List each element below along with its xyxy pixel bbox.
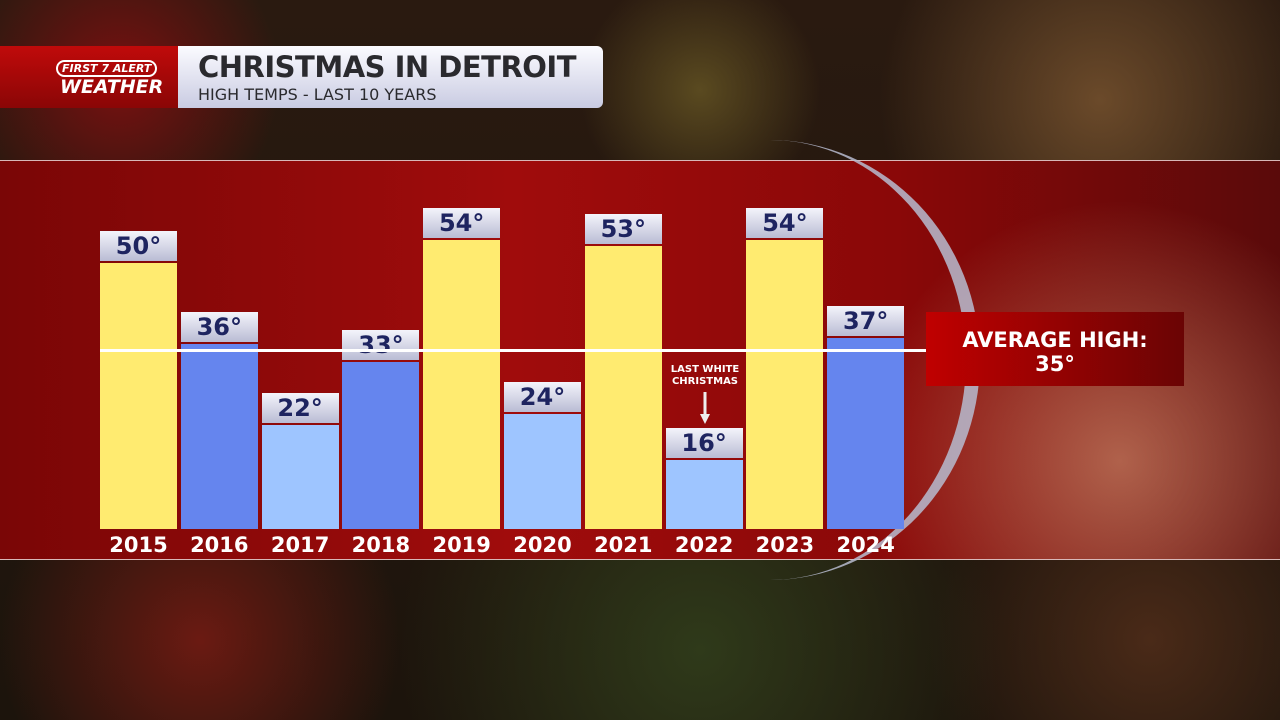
average-high-label: AVERAGE HIGH: [962,328,1148,352]
bar-2015 [100,263,177,529]
data-label: 54° [746,208,824,239]
data-label: 37° [827,306,905,337]
arrow-down-icon [700,392,710,424]
bar-2024 [827,338,905,529]
bar-2016 [180,344,258,529]
chart-subtitle: HIGH TEMPS - LAST 10 YEARS [198,85,437,104]
data-label: 24° [504,381,581,412]
data-label: 36° [180,312,258,343]
data-label: 54° [423,208,501,239]
header: FIRST 7 ALERT WEATHER CHRISTMAS IN DETRO… [0,46,605,108]
data-label: 53° [584,213,662,244]
logo-line2: WEATHER [60,76,164,98]
x-tick-label: 2021 [594,533,653,557]
bar-2022 [665,460,743,529]
bar-2019 [423,240,501,529]
x-tick-label: 2024 [836,533,895,557]
average-line [100,349,928,353]
x-tick-label: 2017 [270,533,330,557]
bar-2017 [261,425,339,529]
x-tick-label: 2016 [190,533,249,557]
chart-title: CHRISTMAS IN DETROIT [198,50,577,84]
x-tick-label: 2019 [432,533,491,557]
x-tick-label: 2015 [109,533,168,557]
x-tick-label: 2018 [351,533,411,557]
bar-2021 [584,245,662,529]
x-tick-label: 2023 [755,533,815,557]
title-box: CHRISTMAS IN DETROIT HIGH TEMPS - LAST 1… [178,46,603,108]
average-high-box: AVERAGE HIGH: 35° [926,312,1184,386]
data-label: 33° [342,329,420,360]
data-label: 16° [665,428,743,459]
bar-2018 [342,361,420,529]
data-label: 50° [100,231,177,262]
station-logo: FIRST 7 ALERT WEATHER [0,46,178,108]
x-tick-label: 2020 [513,533,572,557]
x-tick-label: 2022 [674,533,734,557]
annotation-last-white-christmas: LAST WHITE CHRISTMAS [670,364,740,387]
data-label: 22° [261,393,339,424]
logo-line1: FIRST 7 ALERT [56,60,158,77]
bar-2020 [504,413,581,529]
average-high-value: 35° [1035,352,1075,376]
bar-2023 [746,240,824,529]
